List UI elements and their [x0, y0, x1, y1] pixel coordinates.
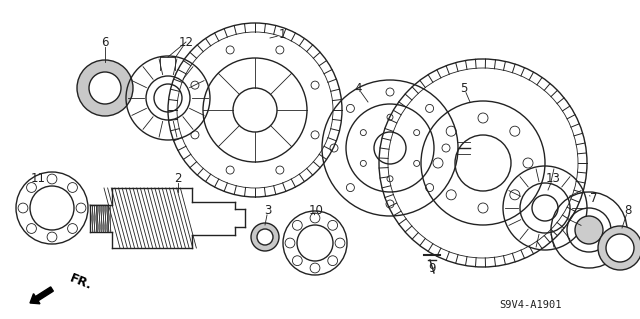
Circle shape [251, 223, 279, 251]
Text: 9: 9 [428, 262, 436, 275]
Text: 8: 8 [624, 204, 632, 217]
Text: 1: 1 [278, 28, 285, 41]
Circle shape [77, 60, 133, 116]
Text: 10: 10 [308, 204, 323, 217]
Circle shape [575, 216, 603, 244]
Text: 11: 11 [31, 172, 45, 184]
Text: 13: 13 [545, 172, 561, 184]
Text: FR.: FR. [68, 272, 94, 292]
Text: 7: 7 [590, 191, 598, 204]
Text: 6: 6 [101, 35, 109, 48]
Text: 5: 5 [460, 81, 468, 94]
Text: 2: 2 [174, 172, 182, 184]
Text: 3: 3 [264, 204, 272, 217]
Circle shape [257, 229, 273, 245]
Text: 12: 12 [179, 35, 193, 48]
Text: 4: 4 [355, 81, 362, 94]
Circle shape [89, 72, 121, 104]
FancyArrow shape [30, 287, 53, 304]
Text: S9V4-A1901: S9V4-A1901 [499, 300, 561, 310]
Circle shape [606, 234, 634, 262]
Circle shape [598, 226, 640, 270]
